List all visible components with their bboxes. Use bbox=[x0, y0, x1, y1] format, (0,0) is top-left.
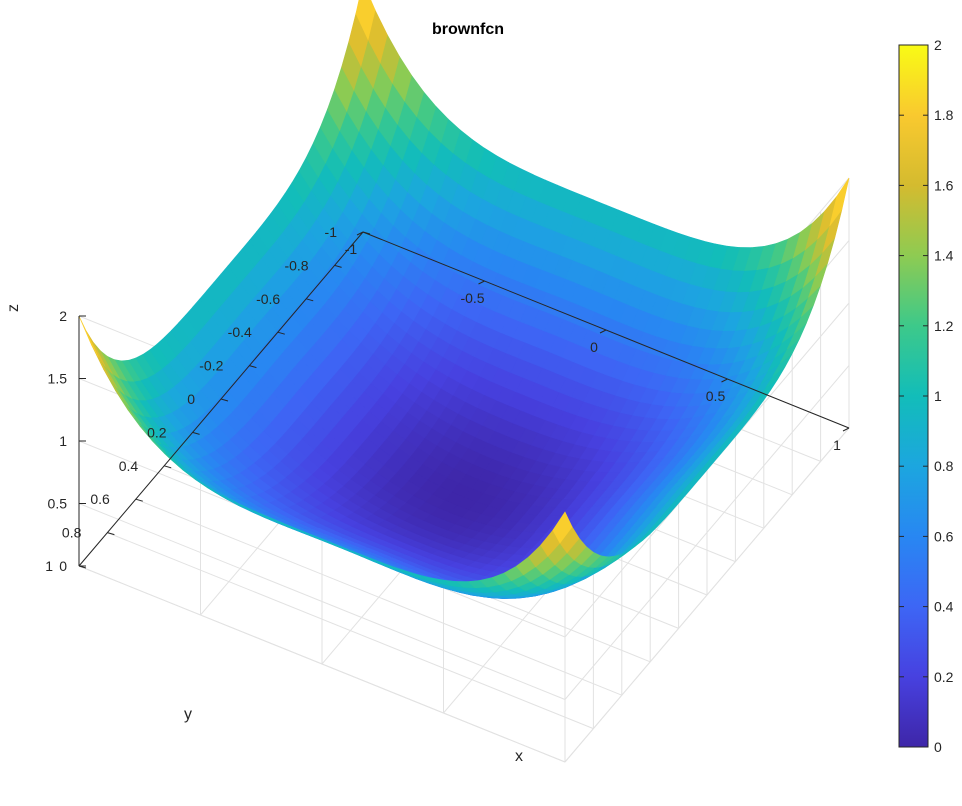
y-tick-label: -0.8 bbox=[284, 257, 308, 273]
x-tick-label: -0.5 bbox=[460, 290, 484, 306]
colorbar-tick-label: 1.8 bbox=[934, 107, 954, 123]
surface bbox=[78, 0, 850, 599]
y-tick-mark bbox=[164, 465, 172, 469]
z-tick-label: 0 bbox=[59, 558, 67, 574]
y-tick-mark bbox=[362, 231, 371, 235]
x-tick-label: 1 bbox=[833, 437, 841, 453]
y-tick-label: 0.6 bbox=[90, 491, 110, 507]
grid-line-side-z bbox=[564, 365, 850, 700]
surface-patch bbox=[85, 330, 106, 367]
colorbar-tick-label: 1.6 bbox=[934, 177, 954, 193]
y-tick-mark bbox=[135, 498, 143, 502]
colorbar-tick-label: 2 bbox=[934, 37, 942, 53]
x-tick-label: 0 bbox=[590, 339, 598, 355]
x-tick-label: -1 bbox=[345, 241, 358, 257]
x-axis-label: x bbox=[515, 748, 523, 765]
y-tick-label: 0 bbox=[187, 391, 195, 407]
y-tick-label: -0.4 bbox=[228, 324, 252, 340]
colorbar-tick-label: 0 bbox=[934, 739, 942, 755]
grid-line-side-z bbox=[564, 427, 850, 763]
y-tick-label: 1 bbox=[45, 558, 53, 574]
y-tick-label: 0.4 bbox=[119, 458, 139, 474]
surface-patch bbox=[829, 177, 850, 226]
axes bbox=[78, 231, 850, 569]
grid-line-floor-y bbox=[135, 498, 622, 696]
z-tick-label: 0.5 bbox=[48, 496, 68, 512]
colorbar-tick-label: 1.4 bbox=[934, 248, 954, 264]
colorbar-tick-label: 0.2 bbox=[934, 669, 954, 685]
z-tick-label: 2 bbox=[59, 308, 67, 324]
surface-patch bbox=[355, 0, 376, 41]
x-tick-mark bbox=[599, 329, 607, 334]
colorbar-tick-label: 0.8 bbox=[934, 458, 954, 474]
colorbar-ticks: 0 0.2 0.4 0.6 0.8 1 1.2 1.4 1.6 1.8 2 bbox=[899, 37, 954, 755]
y-axis-label: y bbox=[184, 706, 192, 723]
x-tick-mark bbox=[842, 427, 850, 432]
surface-patch bbox=[552, 511, 573, 544]
z-axis-label: z bbox=[5, 304, 22, 312]
grid-line-back-z bbox=[78, 503, 566, 700]
grid-line-back-z bbox=[78, 565, 566, 763]
chart-title: brownfcn bbox=[432, 21, 504, 38]
y-tick-mark bbox=[277, 331, 285, 335]
y-tick-label: 0.8 bbox=[62, 525, 82, 541]
y-tick-mark bbox=[107, 532, 115, 536]
x-tick-mark bbox=[356, 231, 364, 236]
y-tick-label: -1 bbox=[325, 224, 338, 240]
colorbar-tick-label: 1.2 bbox=[934, 318, 954, 334]
colorbar-tick-label: 0.4 bbox=[934, 599, 954, 615]
x-tick-mark bbox=[478, 280, 485, 285]
y-tick-mark bbox=[220, 398, 229, 402]
z-tick-label: 1 bbox=[59, 433, 67, 449]
y-tick-label: 0.2 bbox=[147, 424, 167, 440]
y-tick-mark bbox=[306, 298, 314, 302]
y-tick-mark bbox=[192, 431, 200, 435]
tick-labels: -1 -0.5 0 0.5 1 1 0.8 0.6 0.4 0.2 0 -0.2 -0.4 -0.6 -0.… bbox=[45, 224, 841, 574]
x-tick-mark bbox=[721, 378, 728, 383]
y-tick-mark bbox=[249, 365, 257, 369]
y-tick-label: -0.2 bbox=[199, 358, 223, 374]
colorbar-tick-label: 1 bbox=[934, 388, 942, 404]
y-tick-label: -0.6 bbox=[256, 291, 280, 307]
y-tick-mark bbox=[334, 264, 342, 268]
x-tick-label: 0.5 bbox=[706, 388, 726, 404]
grid-line-floor-y bbox=[107, 532, 594, 730]
z-tick-label: 1.5 bbox=[48, 371, 68, 387]
surface-patch bbox=[78, 315, 99, 358]
colorbar-tick-label: 0.6 bbox=[934, 528, 954, 544]
